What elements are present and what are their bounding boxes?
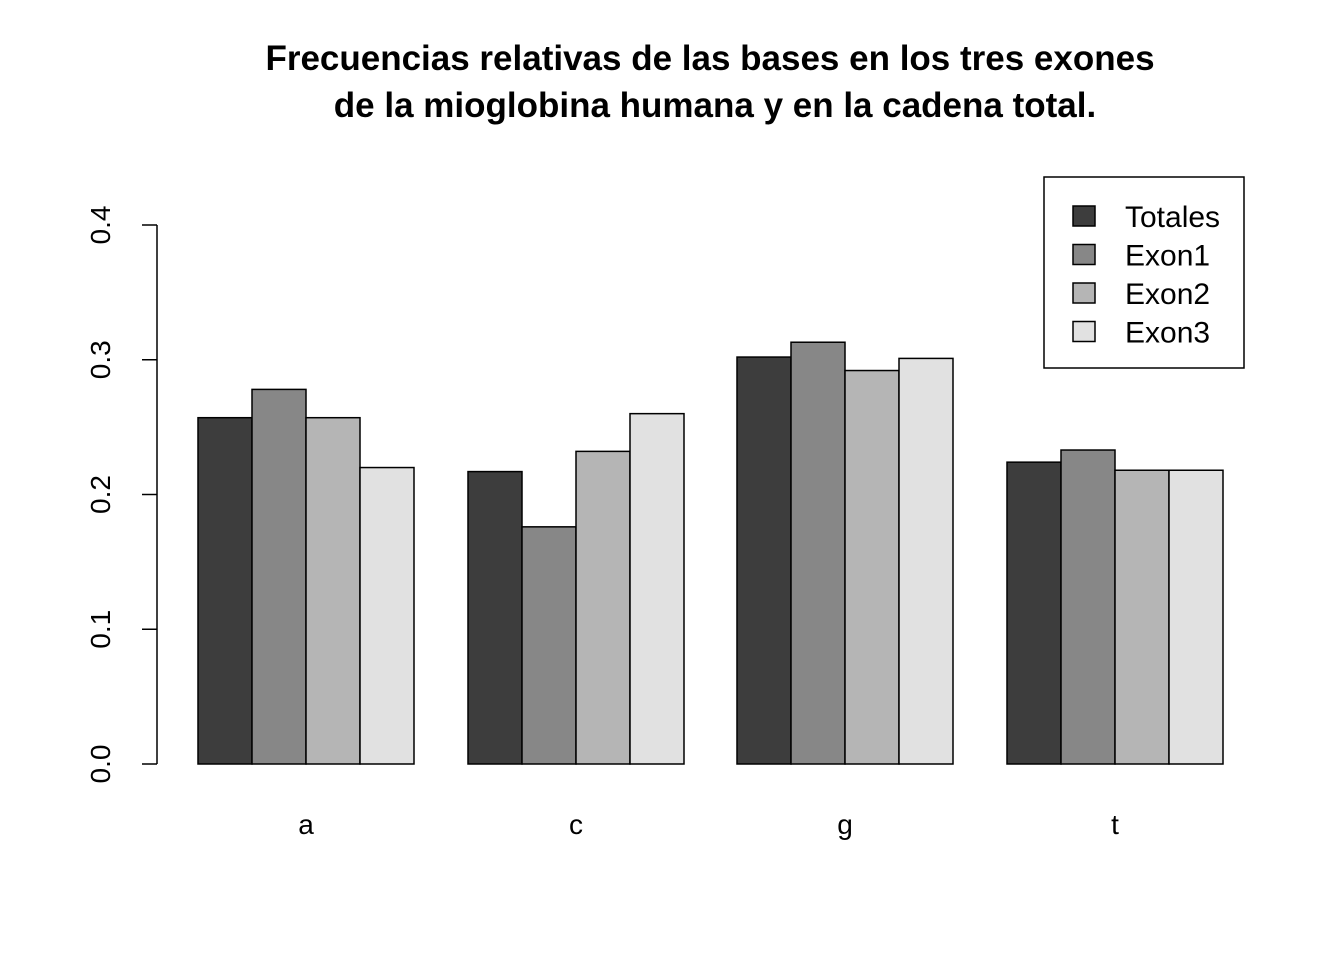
y-tick-label: 0.1 bbox=[85, 610, 116, 649]
x-tick-label: t bbox=[1111, 809, 1119, 840]
bar-totales-c bbox=[467, 470, 523, 765]
y-tick-label: 0.4 bbox=[85, 206, 116, 245]
bar-exon1-a bbox=[251, 388, 307, 765]
bar-exon3-c bbox=[629, 412, 685, 765]
y-tick-label: 0.2 bbox=[85, 475, 116, 514]
y-tick-label: 0.0 bbox=[85, 745, 116, 784]
legend-label-exon2: Exon2 bbox=[1125, 278, 1210, 311]
bar-exon2-t bbox=[1114, 469, 1170, 765]
bar-exon1-g bbox=[790, 341, 846, 765]
legend-swatch-exon1 bbox=[1072, 243, 1096, 266]
legend-label-exon1: Exon1 bbox=[1125, 240, 1210, 273]
bar-totales-a bbox=[197, 416, 253, 765]
bar-exon3-t bbox=[1168, 469, 1224, 765]
bar-exon2-c bbox=[575, 450, 631, 765]
chart-title-group: Frecuencias relativas de las bases en lo… bbox=[265, 39, 1154, 125]
bars-group bbox=[197, 341, 1224, 765]
bar-exon3-a bbox=[359, 466, 415, 765]
legend-swatch-exon2 bbox=[1072, 282, 1096, 304]
bar-exon2-g bbox=[844, 369, 900, 765]
legend-swatch-totales bbox=[1072, 205, 1096, 227]
bar-exon2-a bbox=[305, 416, 361, 765]
y-tick-label: 0.3 bbox=[85, 340, 116, 379]
bar-exon1-t bbox=[1060, 449, 1116, 765]
legend: Totales Exon1 Exon2 Exon3 bbox=[1043, 176, 1245, 369]
legend-label-exon3: Exon3 bbox=[1125, 317, 1210, 350]
x-tick-label: g bbox=[837, 809, 853, 840]
bar-totales-t bbox=[1006, 461, 1062, 765]
x-tick-label: a bbox=[298, 809, 314, 840]
bar-exon3-g bbox=[898, 357, 954, 765]
legend-label-totales: Totales bbox=[1125, 201, 1220, 234]
bar-totales-g bbox=[736, 356, 792, 765]
chart-title: Frecuencias relativas de las bases en lo… bbox=[265, 39, 1154, 78]
legend-swatch-exon3 bbox=[1072, 320, 1096, 343]
y-axis: 0.0 0.1 0.2 0.3 0.4 bbox=[85, 206, 158, 784]
x-tick-label: c bbox=[569, 809, 583, 840]
chart-subtitle: de la mioglobina humana y en la cadena t… bbox=[334, 86, 1096, 125]
bar-exon1-c bbox=[521, 526, 577, 765]
